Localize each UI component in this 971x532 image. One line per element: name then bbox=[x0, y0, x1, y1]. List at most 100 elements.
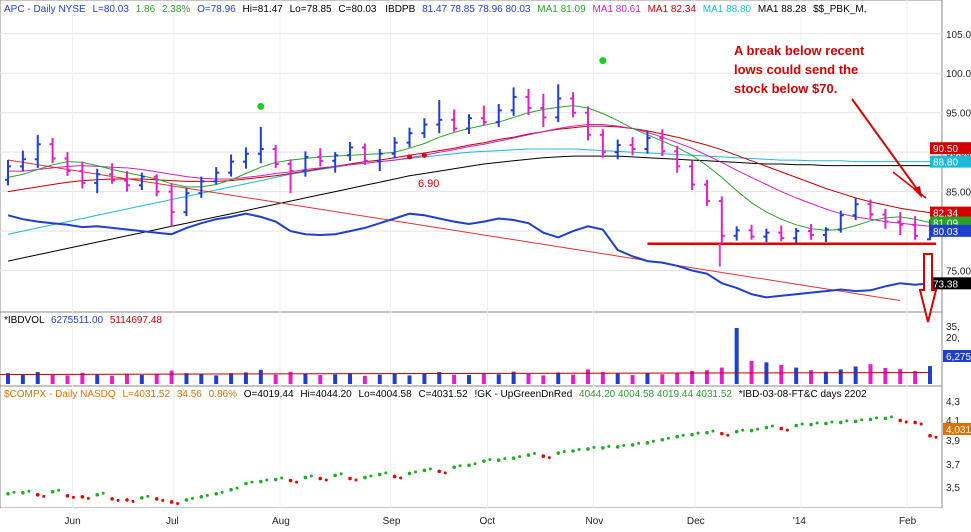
price-bar bbox=[852, 197, 859, 221]
index-point bbox=[547, 456, 551, 460]
volume-bar bbox=[124, 373, 129, 384]
index-point bbox=[422, 468, 427, 473]
index-point bbox=[244, 481, 248, 486]
header-ma-e: MA1 88.28 bbox=[758, 4, 807, 15]
index-change-pct: 0.86% bbox=[209, 389, 237, 400]
header-ma-a: MA1 81.09 bbox=[537, 4, 586, 15]
ma-black-line bbox=[7, 155, 931, 262]
index-point bbox=[110, 497, 114, 501]
volume-bar bbox=[898, 369, 903, 384]
volume-bar bbox=[35, 372, 40, 384]
header-rs-label: IBDPB bbox=[385, 4, 415, 15]
price-bar bbox=[897, 212, 904, 236]
index-point bbox=[414, 470, 418, 474]
index-point bbox=[720, 431, 724, 436]
price-bar bbox=[302, 151, 309, 177]
volume-bar bbox=[794, 367, 799, 384]
index-point bbox=[577, 447, 581, 451]
index-high: Hi=4044.20 bbox=[300, 389, 352, 400]
price-tag-label: 80.03 bbox=[933, 227, 958, 238]
volume-bar bbox=[645, 373, 650, 384]
index-point bbox=[601, 446, 605, 450]
index-point bbox=[363, 475, 367, 480]
index-point bbox=[511, 456, 516, 460]
index-series bbox=[6, 415, 938, 505]
price-tick-label: 105.0 bbox=[946, 30, 971, 41]
price-bar bbox=[466, 114, 472, 135]
volume-bar bbox=[229, 373, 234, 384]
index-point bbox=[205, 493, 209, 497]
moving-averages bbox=[7, 105, 931, 262]
index-point bbox=[785, 428, 789, 432]
volume-bar bbox=[526, 373, 531, 384]
index-point bbox=[259, 479, 263, 484]
price-header: APC - Daily NYSE L=80.03 1.86 2.38% O=78… bbox=[4, 4, 866, 15]
index-point bbox=[756, 427, 760, 431]
price-bar bbox=[867, 199, 874, 219]
price-tag-label: 82.34 bbox=[933, 209, 958, 220]
index-point bbox=[473, 462, 477, 466]
month-label: Aug bbox=[272, 516, 290, 527]
price-bar bbox=[614, 139, 621, 160]
volume-bar bbox=[838, 369, 843, 384]
month-label: Oct bbox=[479, 516, 495, 527]
index-point bbox=[12, 490, 16, 494]
price-markers bbox=[257, 57, 607, 160]
index-point bbox=[860, 418, 864, 422]
annotation-line-3: stock below $70. bbox=[734, 81, 837, 96]
index-point bbox=[169, 500, 174, 504]
volume-bar bbox=[333, 374, 338, 384]
index-point bbox=[452, 465, 456, 470]
price-bar bbox=[5, 160, 11, 186]
index-point bbox=[428, 467, 432, 471]
index-last: L=4031.52 bbox=[122, 389, 170, 400]
price-bar bbox=[808, 223, 815, 240]
volume-bar bbox=[615, 373, 620, 384]
price-bar bbox=[703, 179, 710, 206]
price-bar bbox=[332, 152, 339, 173]
index-point bbox=[80, 495, 85, 499]
price-bar bbox=[837, 210, 844, 233]
index-point bbox=[592, 445, 596, 449]
index-point bbox=[830, 420, 834, 424]
index-point bbox=[318, 476, 323, 481]
price-bar bbox=[109, 163, 116, 184]
price-bar bbox=[599, 129, 606, 158]
index-point bbox=[824, 421, 828, 426]
price-bar bbox=[317, 148, 324, 167]
price-bar bbox=[376, 149, 383, 172]
index-point bbox=[6, 491, 10, 496]
volume-bar bbox=[110, 375, 115, 384]
price-bar bbox=[19, 150, 26, 172]
volume-bar bbox=[422, 373, 427, 384]
index-point bbox=[125, 498, 129, 502]
index-point bbox=[21, 490, 25, 495]
month-label: Feb bbox=[899, 516, 917, 527]
volume-bar bbox=[675, 372, 680, 384]
price-bar bbox=[778, 225, 785, 242]
volume-tag: 6,275 bbox=[946, 352, 971, 363]
index-label: $COMPX - Daily NASDQ bbox=[4, 389, 116, 400]
price-bar bbox=[510, 87, 517, 116]
price-bar bbox=[480, 105, 487, 126]
volume-bar bbox=[348, 373, 353, 384]
volume-value-2: 5114697.48 bbox=[110, 315, 163, 326]
volume-bar bbox=[139, 375, 144, 384]
price-bar bbox=[674, 145, 681, 173]
price-bar bbox=[718, 196, 725, 244]
price-bar bbox=[436, 100, 443, 134]
volume-bar bbox=[6, 373, 10, 384]
index-point bbox=[919, 422, 923, 426]
price-bar bbox=[242, 147, 249, 169]
volume-bar bbox=[809, 370, 814, 384]
index-point bbox=[377, 472, 382, 477]
volume-bar bbox=[883, 367, 888, 384]
index-point bbox=[220, 490, 224, 494]
index-point bbox=[913, 420, 917, 425]
volume-bar bbox=[734, 328, 739, 384]
volume-bar bbox=[407, 375, 412, 384]
down-arrow-icon bbox=[918, 253, 938, 323]
price-bar bbox=[421, 118, 428, 138]
price-bar bbox=[882, 208, 889, 229]
